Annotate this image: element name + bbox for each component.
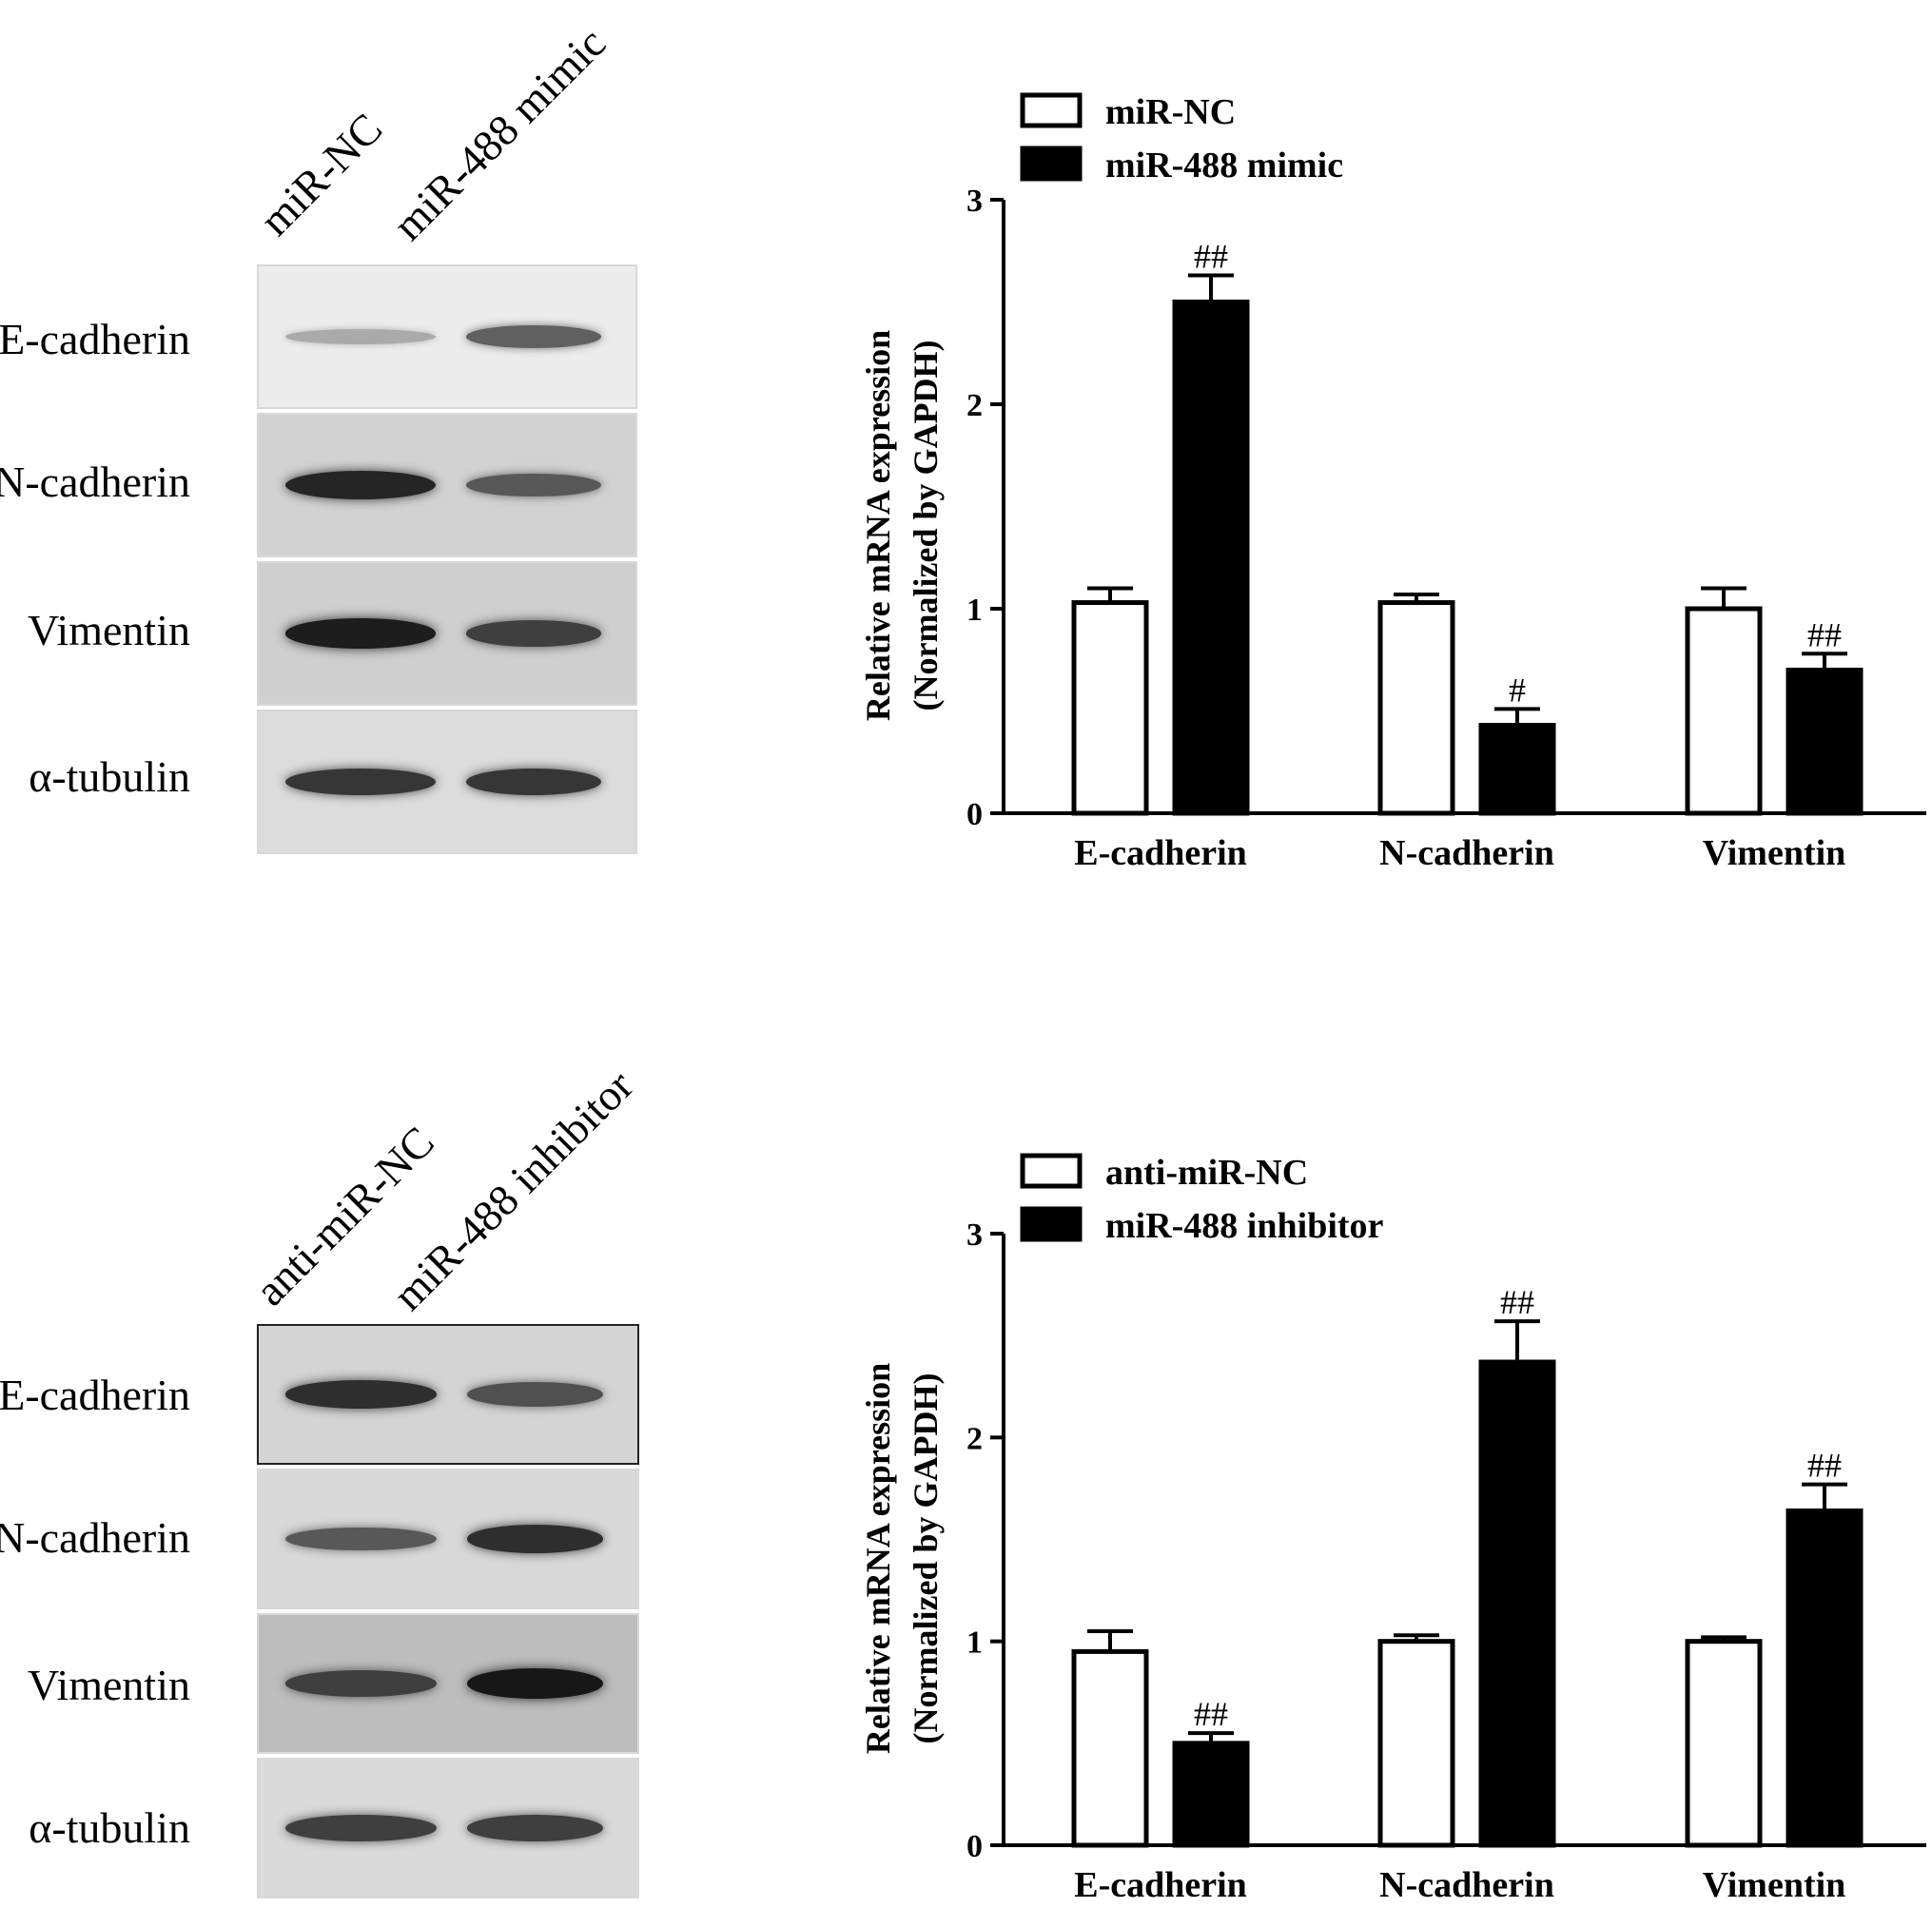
- protein-band: [284, 1527, 438, 1551]
- protein-band: [466, 1525, 604, 1553]
- legend-label: anti-miR-NC: [1105, 1153, 1308, 1193]
- bar: [1478, 1359, 1556, 1848]
- blot-row-label: E-cadherin: [0, 1371, 190, 1419]
- blot-row-label: E-cadherin: [0, 315, 190, 363]
- bar: [1377, 600, 1455, 816]
- protein-band: [284, 1670, 438, 1697]
- blot-row-label: Vimentin: [28, 606, 190, 654]
- bar: [1172, 300, 1250, 816]
- blot-strip: [257, 264, 637, 409]
- protein-band: [284, 470, 437, 500]
- western-blot-bottom: anti-miR-NC miR-488 inhibitor E-cadherin…: [0, 0, 666, 1908]
- protein-band: [466, 1668, 604, 1699]
- bar: [1172, 1741, 1250, 1848]
- blot-strip: [257, 710, 637, 854]
- protein-band: [465, 768, 602, 796]
- y-tick-label: 1: [966, 593, 983, 628]
- y-axis-label: Relative mRNA expression: [859, 1363, 897, 1754]
- x-tick-label: Vimentin: [1703, 1865, 1846, 1905]
- bar: [1685, 1639, 1763, 1848]
- y-tick-label: 3: [966, 1217, 983, 1253]
- x-tick-label: N-cadherin: [1379, 833, 1554, 873]
- legend-label: miR-488 mimic: [1105, 146, 1343, 185]
- x-tick-label: E-cadherin: [1074, 833, 1247, 873]
- western-blot-top: miR-NC miR-488 mimic E-cadherin N-cadher…: [0, 0, 666, 875]
- blot-row-label: N-cadherin: [0, 458, 190, 506]
- significance-mark: ##: [1807, 1447, 1842, 1485]
- y-tick-label: 0: [966, 1829, 983, 1864]
- bar: [1685, 606, 1763, 816]
- x-tick-label: N-cadherin: [1379, 1865, 1554, 1905]
- legend-swatch: [1020, 1153, 1083, 1189]
- y-axis-label: (Normalized by GAPDH): [907, 341, 945, 711]
- protein-band: [284, 1380, 438, 1409]
- y-tick-label: 2: [966, 388, 983, 423]
- blot-strip: [257, 1613, 639, 1754]
- blot-strip: [257, 413, 637, 557]
- significance-mark: #: [1509, 671, 1526, 709]
- blot-row-label: α-tubulin: [29, 1803, 190, 1852]
- protein-band: [465, 473, 602, 497]
- bar: [1786, 1508, 1864, 1848]
- legend-swatch: [1020, 92, 1083, 128]
- bar: [1786, 668, 1864, 816]
- blot-strip: [257, 1324, 639, 1465]
- bar: [1071, 1648, 1149, 1848]
- x-tick-label: E-cadherin: [1074, 1865, 1247, 1905]
- protein-band: [466, 1382, 604, 1407]
- blot-strip: [257, 561, 637, 706]
- protein-band: [465, 325, 602, 348]
- y-tick-label: 3: [966, 184, 983, 219]
- protein-band: [466, 1815, 604, 1841]
- protein-band: [284, 618, 437, 649]
- significance-mark: ##: [1500, 1283, 1534, 1321]
- significance-mark: ##: [1807, 615, 1842, 653]
- significance-mark: ##: [1194, 1695, 1228, 1733]
- bar: [1478, 723, 1556, 816]
- blot-row-label: α-tubulin: [29, 752, 190, 801]
- y-tick-label: 2: [966, 1421, 983, 1456]
- x-tick-label: Vimentin: [1703, 833, 1846, 873]
- y-tick-label: 0: [966, 797, 983, 832]
- y-tick-label: 1: [966, 1626, 983, 1661]
- blot-strip: [257, 1469, 639, 1609]
- blot-row-label: N-cadherin: [0, 1513, 190, 1562]
- blot-row-label: Vimentin: [28, 1661, 190, 1709]
- bar: [1377, 1639, 1455, 1848]
- blot-strip: [257, 1758, 639, 1898]
- bar: [1071, 600, 1149, 816]
- significance-mark: ##: [1194, 238, 1228, 276]
- legend-swatch: [1020, 1206, 1083, 1242]
- legend-label: miR-NC: [1105, 92, 1236, 132]
- y-axis-label: Relative mRNA expression: [859, 330, 897, 721]
- protein-band: [284, 328, 437, 345]
- protein-band: [284, 768, 437, 796]
- legend-swatch: [1020, 146, 1083, 182]
- protein-band: [284, 1815, 438, 1841]
- y-axis-label: (Normalized by GAPDH): [907, 1373, 945, 1744]
- legend-label: miR-488 inhibitor: [1105, 1206, 1384, 1246]
- protein-band: [465, 620, 602, 647]
